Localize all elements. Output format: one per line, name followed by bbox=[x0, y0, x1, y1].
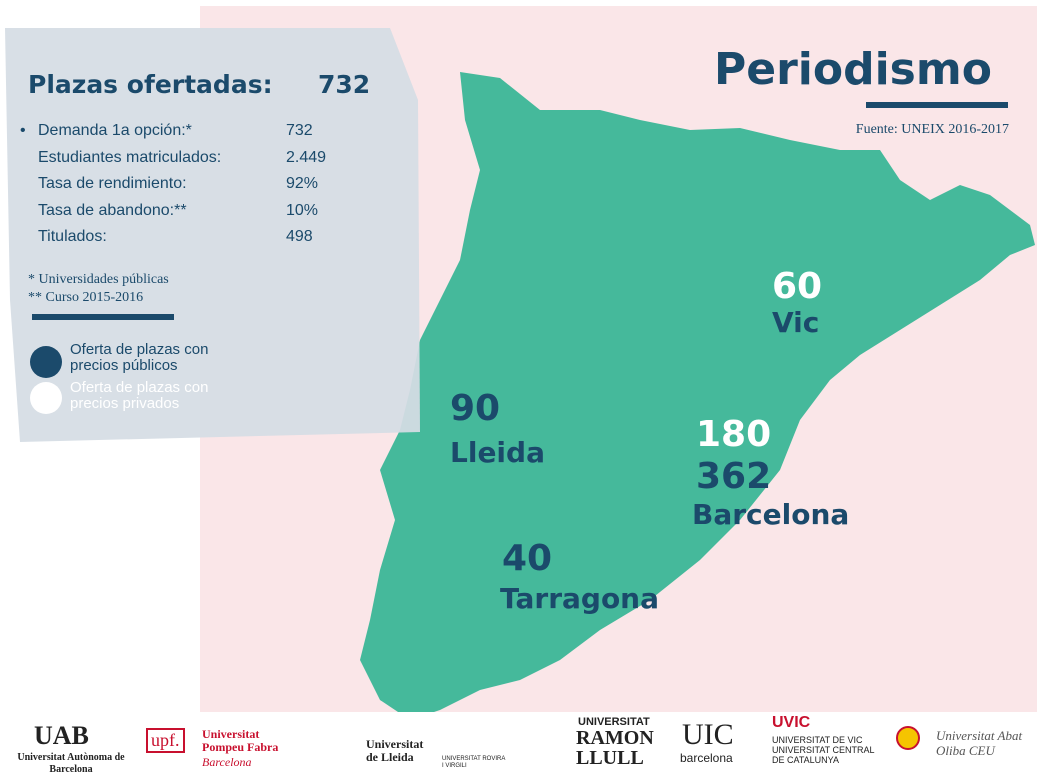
region-public: 90 bbox=[450, 388, 501, 429]
region-private: 60 bbox=[772, 266, 823, 307]
logo: UNIVERSITAT DE VIC UNIVERSITAT CENTRAL D… bbox=[772, 735, 875, 765]
logo: UNIVERSITAT bbox=[578, 716, 650, 728]
logo: barcelona bbox=[680, 751, 733, 765]
region-private: 180 bbox=[696, 414, 772, 455]
logo: UAB bbox=[34, 721, 89, 750]
logo: UNIVERSITAT ROVIRA I VIRGILI bbox=[442, 756, 506, 769]
public-icon bbox=[30, 346, 62, 378]
region-name: Lleida bbox=[450, 436, 545, 469]
bullet: • bbox=[20, 122, 26, 139]
title: Periodismo bbox=[714, 44, 992, 95]
logo: RAMON LLULL bbox=[576, 727, 654, 769]
legend-private: Oferta de plazas con precios privados bbox=[70, 379, 209, 412]
logo-icon bbox=[896, 726, 920, 750]
catalonia bbox=[360, 72, 1035, 720]
stat-value: 92% bbox=[286, 175, 319, 192]
source: Fuente: UNEIX 2016-2017 bbox=[855, 122, 1009, 137]
region-name: Barcelona bbox=[692, 498, 850, 531]
logo: Universitat Autònoma de Barcelona bbox=[17, 752, 125, 775]
note: ** Curso 2015-2016 bbox=[28, 290, 144, 305]
logo: UVIC bbox=[772, 714, 811, 731]
stat-value: 732 bbox=[286, 122, 313, 139]
stat-label: Tasa de rendimiento: bbox=[38, 175, 187, 192]
logo-band bbox=[0, 712, 1037, 783]
panel-heading: Plazas ofertadas: bbox=[28, 70, 273, 99]
logo: upf. bbox=[146, 728, 185, 753]
stat-value: 2.449 bbox=[286, 148, 327, 166]
stat-label: Estudiantes matriculados: bbox=[38, 148, 222, 166]
logo: Barcelona bbox=[202, 755, 252, 769]
note: * Universidades públicas bbox=[28, 272, 169, 287]
logo: Universitat Abat Oliba CEU bbox=[936, 728, 1023, 758]
divider bbox=[32, 314, 174, 320]
region-public: 40 bbox=[502, 538, 553, 579]
info-panel bbox=[5, 28, 420, 442]
stat-label: Tasa de abandono:** bbox=[38, 201, 187, 219]
stat-value: 10% bbox=[286, 201, 319, 219]
logo: Universitat de Lleida bbox=[366, 737, 424, 764]
stat-label: Titulados: bbox=[38, 228, 107, 245]
panel-heading-value: 732 bbox=[318, 70, 371, 99]
region-public: 362 bbox=[696, 456, 772, 497]
title-underline bbox=[866, 102, 1008, 108]
legend-public: Oferta de plazas con precios públicos bbox=[70, 341, 209, 374]
region-name: Vic bbox=[772, 306, 820, 339]
private-icon bbox=[30, 382, 62, 414]
stat-value: 498 bbox=[286, 228, 313, 245]
logo: Universitat Pompeu Fabra bbox=[202, 727, 279, 754]
region-name: Tarragona bbox=[500, 582, 660, 615]
logo: UIC bbox=[682, 718, 734, 751]
stat-label: Demanda 1a opción:* bbox=[38, 122, 192, 139]
